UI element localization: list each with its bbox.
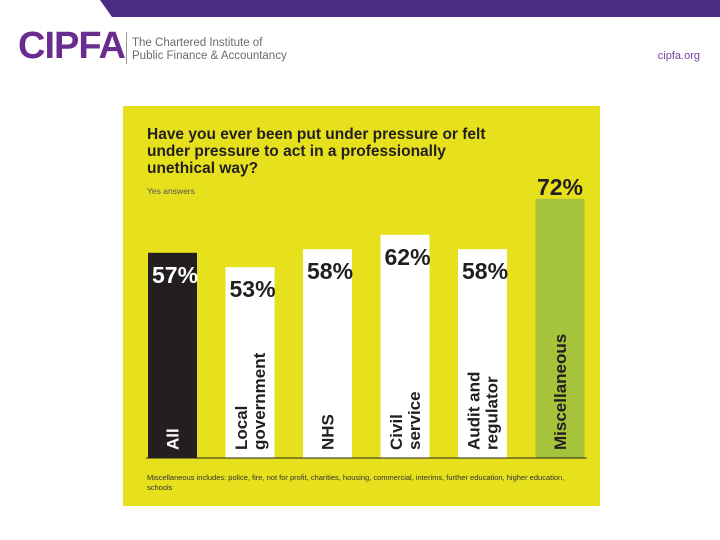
chart-title-line: unethical way? (147, 160, 259, 177)
chart-title-line: under pressure to act in a professionall… (147, 143, 446, 160)
chart-footnote: Miscellaneous includes: police, fire, no… (147, 473, 565, 492)
bar-nhs (303, 249, 352, 458)
bar-category-label: Miscellaneous (551, 334, 570, 450)
bar-category-label: regulator (483, 376, 502, 450)
survey-chart-panel: Have you ever been put under pressure or… (123, 106, 600, 506)
chart-title: Have you ever been put under pressure or… (147, 126, 547, 177)
bar-category-label: Local (232, 406, 251, 450)
bar-value-label: 58% (307, 258, 353, 284)
bar-audit-and-regulator (458, 249, 507, 458)
chart-subtitle: Yes answers (147, 186, 195, 196)
bar-category-label: Civil (387, 414, 406, 450)
cipfa-logo[interactable]: CIPFA (18, 25, 126, 67)
bar-chart: 57% All 53% Local government 58% NHS 62% Civil se… (146, 174, 587, 459)
bar-all (148, 252, 197, 458)
tagline-line-2: Public Finance & Accountancy (132, 50, 287, 62)
bar-category-label: government (250, 352, 269, 450)
bar-miscellaneous (535, 198, 585, 459)
bar-value-label: 57% (152, 262, 198, 288)
site-url-link[interactable]: cipfa.org (657, 50, 700, 62)
bar-value-label: 58% (462, 258, 508, 284)
bar-value-label: 72% (537, 174, 583, 200)
bar-category-label: Audit and (465, 372, 484, 450)
logo-tagline: The Chartered Institute of Public Financ… (132, 37, 287, 63)
logo-divider (126, 32, 127, 64)
bar-category-label: NHS (319, 414, 338, 450)
bar-local-government (225, 267, 275, 458)
bar-value-label: 53% (230, 276, 276, 302)
bar-value-label: 62% (385, 244, 431, 270)
header-accent-bar (112, 0, 720, 17)
tagline-line-1: The Chartered Institute of (132, 37, 263, 49)
bar-category-label: All (164, 428, 183, 450)
chart-title-line: Have you ever been put under pressure or… (147, 126, 486, 143)
bar-category-label: service (405, 391, 424, 450)
header-accent-slant (100, 0, 112, 17)
bar-civil-service (380, 234, 430, 458)
